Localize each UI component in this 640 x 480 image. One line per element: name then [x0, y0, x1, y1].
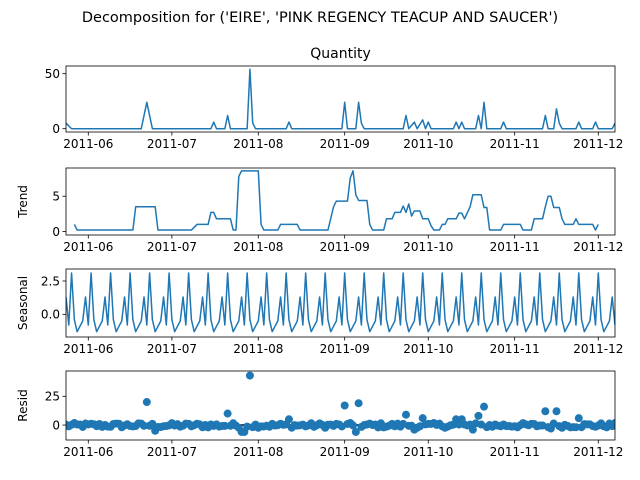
x-tick-label: 2011-12	[573, 240, 623, 254]
axes-frame	[65, 370, 616, 441]
x-tick-label: 2011-10	[403, 342, 453, 356]
y-tick-label: 0.0	[41, 308, 60, 322]
x-tick-label: 2011-10	[403, 240, 453, 254]
resid-point	[349, 421, 358, 430]
x-tick-label: 2011-07	[147, 137, 197, 151]
x-tick-label: 2011-09	[320, 137, 370, 151]
resid-point	[571, 423, 580, 432]
x-tick-label: 2011-06	[63, 240, 113, 254]
plot-area	[66, 68, 615, 130]
x-tick-label: 2011-11	[490, 445, 540, 459]
y-tick-label: 2.5	[41, 274, 60, 288]
figure-suptitle: Decomposition for ('EIRE', 'PINK REGENCY…	[82, 10, 558, 26]
resid-point	[223, 409, 232, 418]
panel-title: Quantity	[310, 46, 371, 62]
resid-point	[245, 371, 254, 380]
x-tick-label: 2011-11	[490, 240, 540, 254]
x-tick-label: 2011-06	[63, 445, 113, 459]
resid-point	[140, 421, 149, 430]
x-tick-label: 2011-06	[63, 137, 113, 151]
x-tick-label: 2011-12	[573, 342, 623, 356]
x-tick-label: 2011-08	[233, 137, 283, 151]
y-axis-label: Trend	[16, 185, 30, 219]
x-tick-label: 2011-08	[233, 445, 283, 459]
x-tick-label: 2011-09	[320, 445, 370, 459]
y-tick-label: 0	[52, 122, 60, 136]
x-tick-label: 2011-12	[573, 445, 623, 459]
plot-area	[66, 371, 615, 436]
y-tick-label: 5	[52, 190, 60, 204]
resid-point	[611, 419, 615, 428]
resid-point	[284, 415, 293, 424]
x-tick-label: 2011-11	[490, 342, 540, 356]
resid-point	[351, 427, 360, 436]
resid-point	[468, 425, 477, 434]
resid-point	[480, 402, 489, 411]
x-tick-label: 2011-10	[403, 445, 453, 459]
panel-2: 2011-06 2011-07 2011-08 2011-09 2011-10 2011-…	[16, 167, 623, 254]
y-tick-label: 0	[52, 418, 60, 432]
x-tick-label: 2011-07	[147, 342, 197, 356]
series-line	[66, 68, 615, 130]
resid-point	[541, 407, 550, 416]
y-axis-label: Resid	[16, 389, 30, 421]
x-tick-label: 2011-12	[573, 137, 623, 151]
resid-point	[354, 399, 363, 408]
resid-point	[401, 410, 410, 419]
resid-point	[552, 407, 561, 416]
x-tick-label: 2011-09	[320, 240, 370, 254]
resid-point	[418, 414, 427, 423]
x-tick-label: 2011-11	[490, 137, 540, 151]
x-tick-label: 2011-06	[63, 342, 113, 356]
axes-frame	[65, 167, 616, 236]
axes-frame	[65, 65, 616, 133]
y-axis-label: Seasonal	[16, 276, 30, 330]
panel-4: 2011-06 2011-07 2011-08 2011-09 2011-10 2011-…	[16, 370, 623, 459]
resid-point	[220, 421, 229, 430]
resid-point	[474, 411, 483, 420]
resid-point	[142, 398, 151, 407]
seasonal-line	[66, 272, 615, 333]
x-tick-label: 2011-07	[147, 445, 197, 459]
panel-3: 2011-06 2011-07 2011-08 2011-09 2011-10 2011-…	[16, 268, 623, 356]
plot-area	[66, 272, 615, 333]
axes-frame	[65, 268, 616, 338]
series-line	[73, 170, 599, 231]
x-tick-label: 2011-08	[233, 240, 283, 254]
x-tick-label: 2011-10	[403, 137, 453, 151]
resid-point	[340, 401, 349, 410]
x-tick-label: 2011-08	[233, 342, 283, 356]
x-tick-label: 2011-09	[320, 342, 370, 356]
y-tick-label: 25	[45, 390, 60, 404]
panel-1: 2011-06 2011-07 2011-08 2011-09 2011-10 2011-…	[45, 46, 624, 151]
plot-area	[73, 170, 599, 231]
x-tick-label: 2011-07	[147, 240, 197, 254]
y-tick-label: 0	[52, 225, 60, 239]
resid-point	[574, 414, 583, 423]
y-tick-label: 50	[45, 67, 60, 81]
